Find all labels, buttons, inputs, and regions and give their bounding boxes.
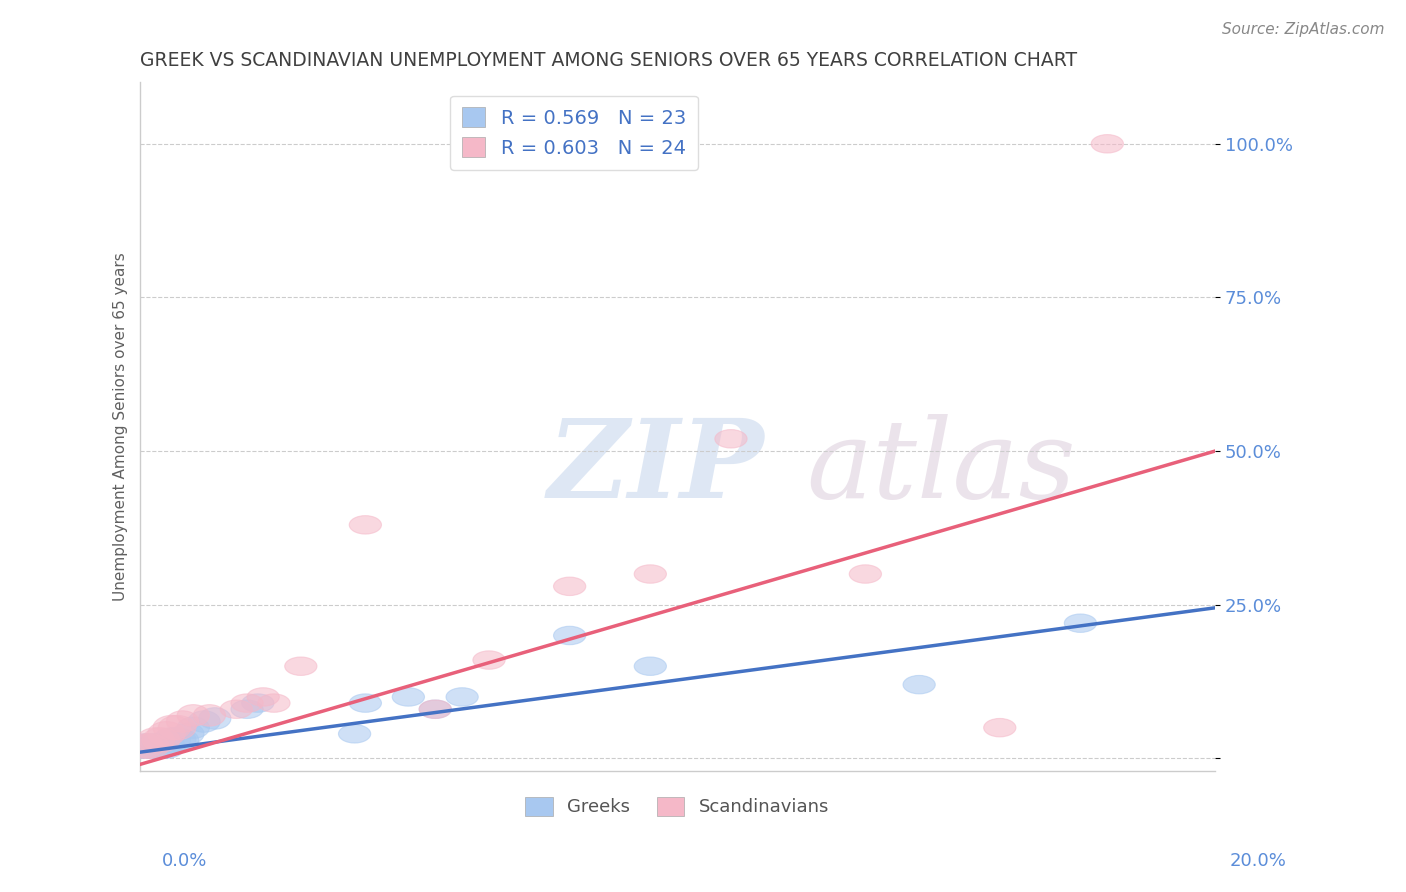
- Ellipse shape: [153, 728, 191, 752]
- Ellipse shape: [148, 734, 186, 758]
- Ellipse shape: [242, 694, 274, 713]
- Ellipse shape: [634, 657, 666, 675]
- Text: atlas: atlas: [806, 414, 1076, 522]
- Ellipse shape: [634, 565, 666, 583]
- Ellipse shape: [849, 565, 882, 583]
- Ellipse shape: [231, 700, 263, 718]
- Ellipse shape: [1064, 614, 1097, 632]
- Ellipse shape: [153, 715, 191, 740]
- Ellipse shape: [132, 734, 169, 758]
- Ellipse shape: [554, 577, 586, 596]
- Y-axis label: Unemployment Among Seniors over 65 years: Unemployment Among Seniors over 65 years: [114, 252, 128, 601]
- Ellipse shape: [177, 717, 209, 739]
- Ellipse shape: [984, 718, 1017, 737]
- Ellipse shape: [419, 700, 451, 718]
- Ellipse shape: [339, 724, 371, 743]
- Ellipse shape: [231, 694, 263, 713]
- Ellipse shape: [172, 723, 204, 745]
- Ellipse shape: [284, 657, 316, 675]
- Ellipse shape: [349, 516, 381, 534]
- Text: 0.0%: 0.0%: [162, 852, 207, 870]
- Ellipse shape: [127, 734, 163, 758]
- Ellipse shape: [142, 728, 180, 752]
- Ellipse shape: [446, 688, 478, 706]
- Ellipse shape: [193, 705, 225, 726]
- Ellipse shape: [198, 707, 231, 729]
- Ellipse shape: [136, 734, 174, 758]
- Text: ZIP: ZIP: [548, 414, 765, 522]
- Ellipse shape: [221, 700, 253, 718]
- Ellipse shape: [903, 675, 935, 694]
- Legend: Greeks, Scandinavians: Greeks, Scandinavians: [519, 789, 837, 823]
- Ellipse shape: [714, 430, 747, 448]
- Text: 20.0%: 20.0%: [1230, 852, 1286, 870]
- Ellipse shape: [392, 688, 425, 706]
- Ellipse shape: [419, 700, 451, 718]
- Ellipse shape: [159, 715, 195, 740]
- Ellipse shape: [349, 694, 381, 713]
- Ellipse shape: [148, 722, 186, 746]
- Ellipse shape: [166, 729, 198, 751]
- Ellipse shape: [257, 694, 290, 713]
- Ellipse shape: [188, 711, 221, 732]
- Ellipse shape: [247, 688, 280, 706]
- Ellipse shape: [136, 728, 174, 752]
- Text: GREEK VS SCANDINAVIAN UNEMPLOYMENT AMONG SENIORS OVER 65 YEARS CORRELATION CHART: GREEK VS SCANDINAVIAN UNEMPLOYMENT AMONG…: [139, 51, 1077, 70]
- Ellipse shape: [127, 734, 163, 758]
- Ellipse shape: [166, 711, 198, 732]
- Ellipse shape: [159, 728, 195, 752]
- Ellipse shape: [472, 651, 505, 669]
- Ellipse shape: [177, 705, 209, 726]
- Ellipse shape: [142, 734, 180, 758]
- Ellipse shape: [1091, 135, 1123, 153]
- Ellipse shape: [554, 626, 586, 645]
- Ellipse shape: [132, 734, 169, 758]
- Text: Source: ZipAtlas.com: Source: ZipAtlas.com: [1222, 22, 1385, 37]
